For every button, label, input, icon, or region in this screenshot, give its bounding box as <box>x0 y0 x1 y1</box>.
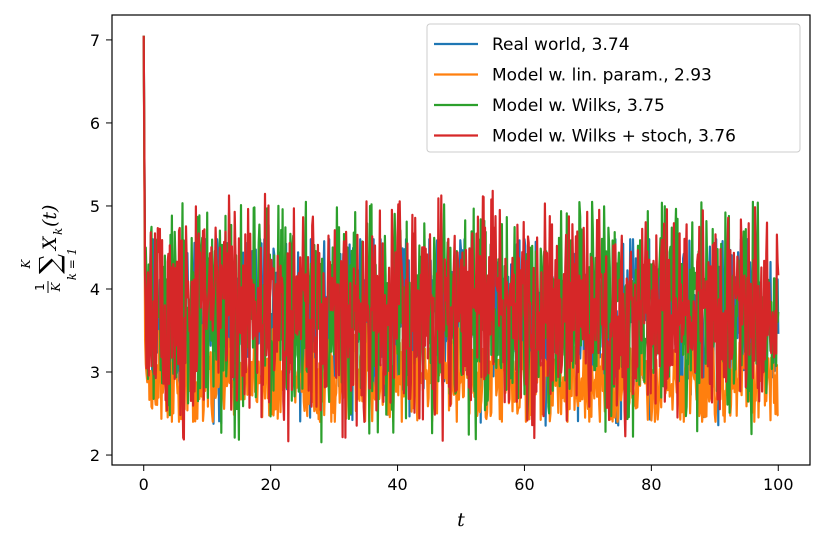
x-axis-ticks: 0 20 40 60 80 100 <box>139 465 794 494</box>
y-label-sum-upper: K <box>19 258 33 269</box>
series-line-3 <box>142 35 780 443</box>
x-tick-label: 40 <box>387 475 407 494</box>
y-axis-ticks: 2 3 4 5 6 7 <box>90 31 112 465</box>
x-axis-label: t <box>457 509 465 531</box>
series-layer <box>142 35 780 444</box>
y-label-sum-lower: k = 1 <box>65 248 79 281</box>
y-tick-label: 4 <box>90 280 100 299</box>
y-tick-label: 5 <box>90 197 100 216</box>
y-label-fraction-denominator: K <box>49 281 63 292</box>
legend: Real world, 3.74 Model w. lin. param., 2.… <box>426 23 801 153</box>
legend-label: Model w. Wilks + stoch, 3.76 <box>492 127 736 147</box>
y-label-term: X <box>39 235 61 252</box>
y-tick-label: 6 <box>90 114 100 133</box>
legend-box <box>426 23 801 153</box>
y-tick-label: 7 <box>90 31 100 50</box>
y-label-term-argument: (t) <box>39 205 61 227</box>
y-label-sum-symbol: ∑ <box>33 254 66 274</box>
x-tick-label: 80 <box>641 475 661 494</box>
x-tick-label: 20 <box>260 475 280 494</box>
y-tick-label: 2 <box>90 446 100 465</box>
y-axis-label: 1 K K ∑ k = 1 X k (t) <box>19 205 79 293</box>
legend-label: Model w. Wilks, 3.75 <box>492 96 665 116</box>
legend-label: Model w. lin. param., 2.93 <box>492 66 712 86</box>
y-label-term-subscript: k <box>51 228 65 235</box>
x-tick-label: 60 <box>514 475 534 494</box>
plot-frame <box>111 14 811 466</box>
y-label-fraction-numerator: 1 <box>33 283 47 291</box>
y-tick-label: 3 <box>90 363 100 382</box>
x-tick-label: 0 <box>139 475 149 494</box>
x-tick-label: 100 <box>763 475 794 494</box>
legend-label: Real world, 3.74 <box>492 35 630 55</box>
